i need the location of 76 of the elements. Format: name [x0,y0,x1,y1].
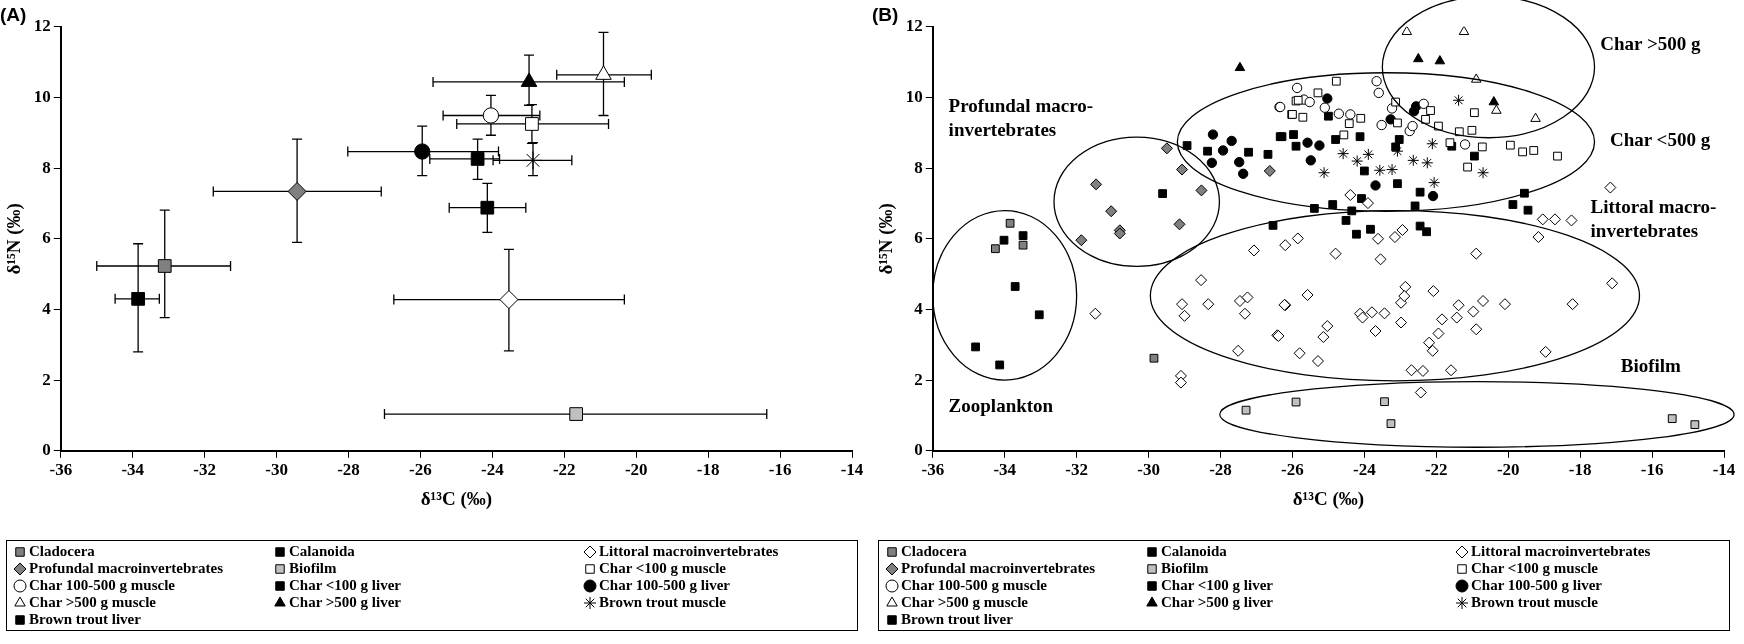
x-tick-label: -36 [921,460,945,480]
legend-label: Char >500 g muscle [901,594,1029,611]
annotation: Biofilm [1620,355,1682,377]
y-tick-label: 2 [42,369,51,389]
legend-label: Char <100 g liver [1161,577,1274,594]
chart-title: (B) [872,3,899,25]
y-tick-label: 12 [905,16,923,36]
x-tick-label: -28 [1209,460,1232,480]
annotation: Littoral macro- invertebrates [1590,195,1717,241]
x-tick-label: -36 [49,460,73,480]
legend-label: Littoral macroinvertebrates [1471,543,1651,560]
x-tick-label: -14 [1712,460,1736,480]
legend-label: Char >500 g liver [289,594,402,611]
y-tick-label: 4 [42,298,52,318]
x-tick-label: -22 [1424,460,1448,480]
legend-label: Calanoida [289,543,355,560]
y-axis-title: δ¹⁵N (‰) [875,203,898,275]
legend-label: Profundal macroinvertebrates [901,560,1095,577]
legend-label: Char <100 g muscle [599,560,727,577]
y-tick-label: 4 [914,298,924,318]
legend-label: Brown trout liver [29,611,141,628]
legend-label: Cladocera [901,543,967,560]
x-tick-label: -30 [1137,460,1160,480]
x-tick-label: -24 [1353,460,1377,480]
legend-label: Littoral macroinvertebrates [599,543,779,560]
y-axis-title: δ¹⁵N (‰) [3,203,26,275]
legend-label: Cladocera [29,543,95,560]
x-tick-label: -32 [193,460,216,480]
y-tick-label: 2 [914,369,923,389]
legend-label: Char <100 g muscle [1471,560,1599,577]
x-tick-label: -26 [409,460,432,480]
y-tick-label: 8 [914,157,923,177]
legend-label: Char >500 g liver [1161,594,1274,611]
y-tick-label: 10 [905,86,923,106]
x-axis-title: δ¹³C (‰) [420,487,493,510]
legend-label: Profundal macroinvertebrates [29,560,223,577]
legend-label: Char 100-500 g liver [599,577,730,594]
legend-label: Brown trout muscle [599,594,726,611]
x-tick-label: -28 [337,460,360,480]
x-tick-label: -16 [1640,460,1664,480]
legend-label: Char 100-500 g muscle [29,577,175,594]
x-tick-label: -26 [1281,460,1304,480]
annotation: Zooplankton [948,394,1054,416]
x-tick-label: -32 [1065,460,1088,480]
chart-title: (A) [0,3,27,25]
x-tick-label: -14 [840,460,864,480]
annotation: Profundal macro- invertebrates [948,94,1094,140]
y-tick-label: 10 [33,86,51,106]
x-tick-label: -18 [696,460,720,480]
x-tick-label: -20 [1496,460,1520,480]
legend-label: Char 100-500 g muscle [901,577,1047,594]
legend-label: Biofilm [1161,560,1209,577]
x-axis-title: δ¹³C (‰) [1292,487,1365,510]
x-tick-label: -34 [993,460,1017,480]
y-tick-label: 0 [42,440,51,460]
y-tick-label: 0 [914,440,923,460]
annotation: Char >500 g [1600,33,1701,55]
legend-label: Char 100-500 g liver [1471,577,1602,594]
legend-label: Calanoida [1161,543,1227,560]
x-tick-label: -34 [121,460,145,480]
x-tick-label: -22 [552,460,576,480]
legend-label: Char >500 g muscle [29,594,157,611]
legend-label: Biofilm [289,560,337,577]
legend-label: Brown trout liver [901,611,1013,628]
y-tick-label: 12 [33,16,51,36]
legend-label: Brown trout muscle [1471,594,1598,611]
y-tick-label: 6 [914,228,923,248]
x-tick-label: -16 [768,460,792,480]
annotation: Char <500 g [1610,128,1711,150]
legend-label: Char <100 g liver [289,577,402,594]
y-tick-label: 8 [42,157,51,177]
x-tick-label: -20 [624,460,648,480]
x-tick-label: -24 [481,460,505,480]
x-tick-label: -18 [1568,460,1592,480]
x-tick-label: -30 [265,460,288,480]
y-tick-label: 6 [42,228,51,248]
